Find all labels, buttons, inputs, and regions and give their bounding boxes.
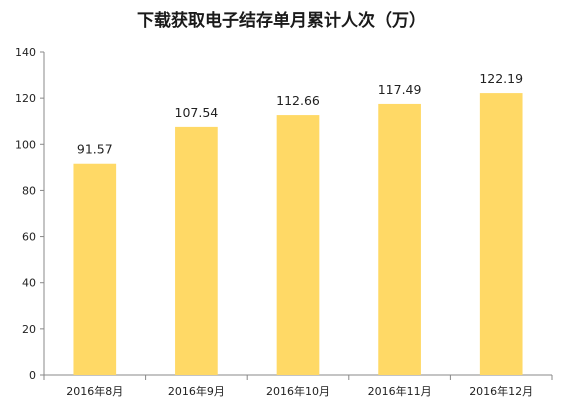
y-tick-label: 60 — [22, 231, 36, 244]
bar — [175, 126, 218, 375]
y-axis: 0 20 40 60 80 100 120 140 — [15, 46, 45, 382]
data-label: 117.49 — [378, 82, 422, 97]
y-tick-label: 20 — [22, 323, 36, 336]
y-tick-label: 0 — [29, 369, 36, 382]
bar — [276, 115, 320, 376]
bar — [73, 163, 117, 375]
data-label: 91.57 — [77, 142, 113, 157]
data-label: 122.19 — [479, 71, 523, 86]
y-tick-label: 120 — [15, 92, 36, 105]
bars — [73, 93, 523, 376]
x-tick-label: 2016年9月 — [168, 384, 225, 398]
bar — [479, 93, 523, 376]
data-label: 107.54 — [175, 105, 219, 120]
y-tick-label: 100 — [15, 138, 36, 151]
data-label: 112.66 — [276, 93, 320, 108]
x-tick-label: 2016年11月 — [368, 384, 432, 398]
x-tick-label: 2016年12月 — [469, 384, 533, 398]
bar — [378, 103, 421, 376]
x-tick-label: 2016年10月 — [266, 384, 330, 398]
y-tick-label: 80 — [22, 184, 36, 197]
x-axis: 2016年8月 2016年9月 2016年10月 2016年11月 2016年12月 — [43, 374, 553, 398]
chart-title: 下载获取电子结存单月累计人次（万） — [137, 11, 426, 31]
data-labels: 91.57 107.54 112.66 117.49 122.19 — [77, 71, 523, 157]
x-tick-label: 2016年8月 — [66, 384, 123, 398]
y-tick-label: 40 — [22, 277, 36, 290]
y-tick-label: 140 — [15, 46, 36, 59]
